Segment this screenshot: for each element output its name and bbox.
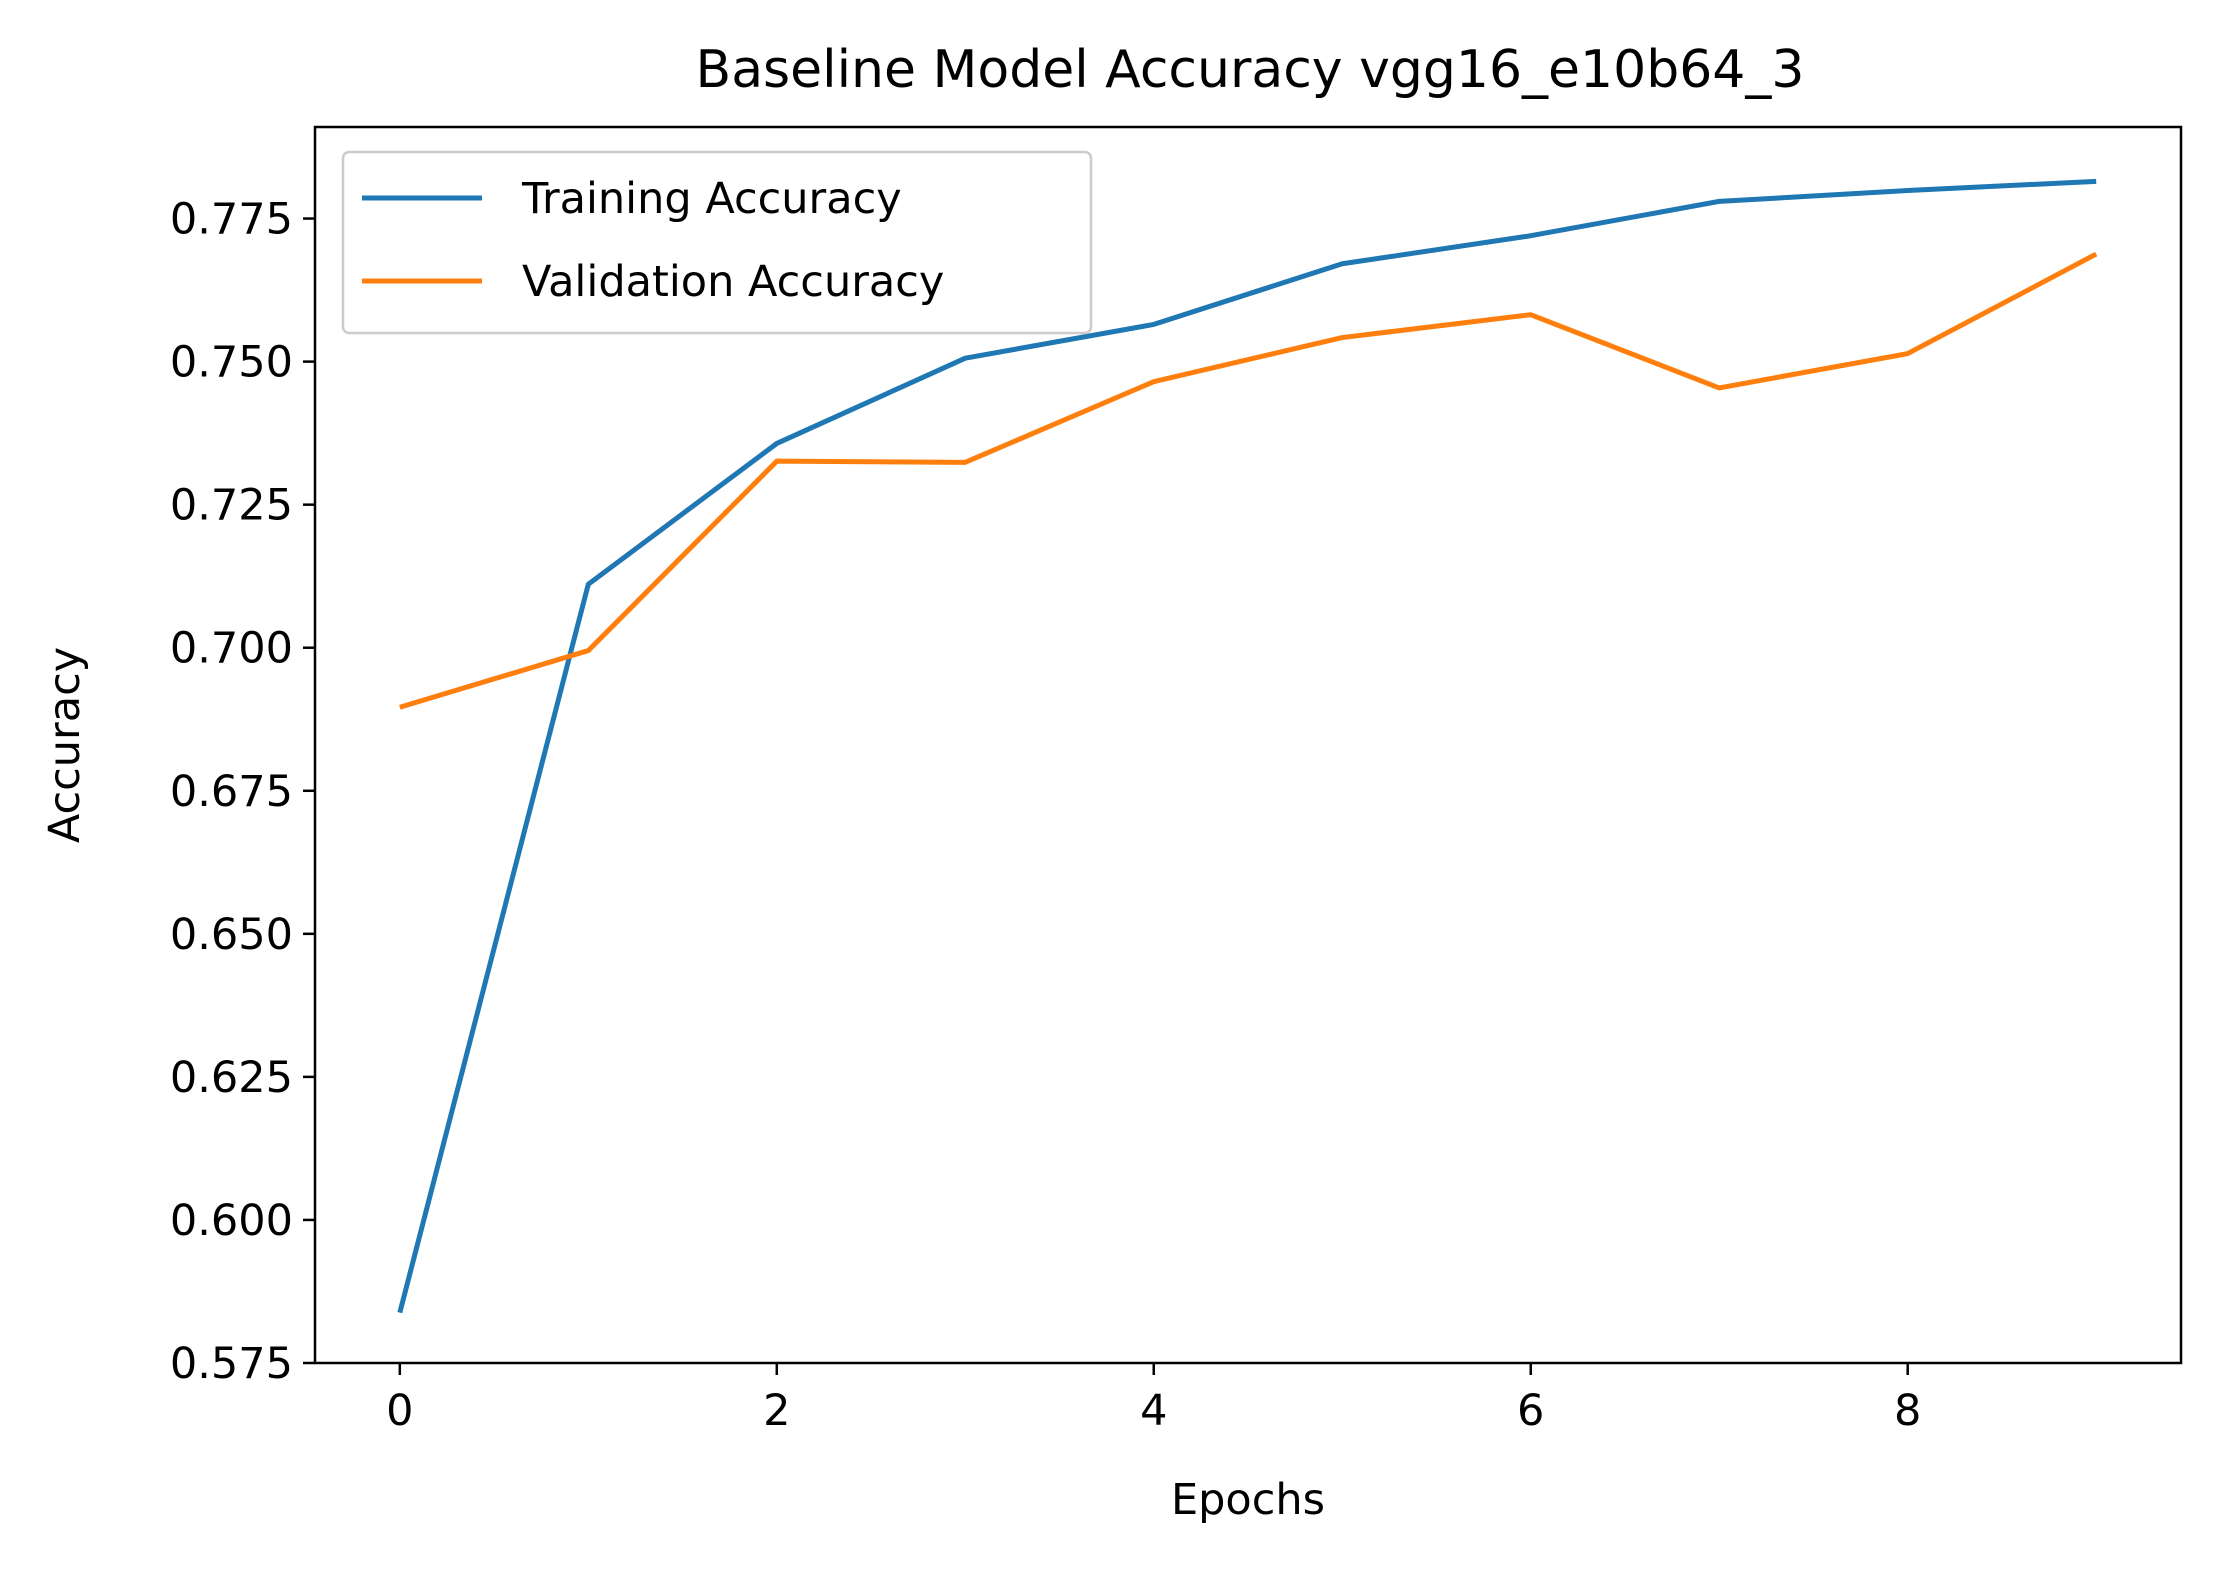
y-axis-label: Accuracy [40,647,90,843]
y-tick-label: 0.575 [170,1339,293,1389]
legend-box [341,150,1093,335]
y-tick-label: 0.625 [170,1053,293,1103]
y-tick-label: 0.725 [170,481,293,531]
x-axis-label: Epochs [1171,1475,1325,1525]
y-tick-label: 0.700 [170,624,293,674]
y-tick-label: 0.750 [170,338,293,388]
chart-title: Baseline Model Accuracy vgg16_e10b64_3 [696,40,1805,100]
legend-label-training: Training Accuracy [521,174,902,224]
x-tick-label: 6 [1517,1386,1544,1436]
y-tick-label: 0.775 [170,195,293,245]
x-axis-ticks: 0 2 4 6 8 [386,1363,1921,1436]
y-tick-label: 0.650 [170,910,293,960]
y-tick-label: 0.600 [170,1196,293,1246]
series-line-validation [399,251,2098,710]
legend: Training Accuracy Validation Accuracy [341,150,1093,335]
x-tick-label: 4 [1140,1386,1167,1436]
y-axis-ticks: 0.575 0.600 0.625 0.650 0.675 0.700 0.725 0.750… [170,195,315,1389]
x-tick-label: 2 [763,1386,790,1436]
x-tick-label: 8 [1894,1386,1921,1436]
plot-area-frame [313,125,2183,1365]
y-tick-label: 0.675 [170,767,293,817]
x-tick-label: 0 [386,1386,413,1436]
legend-label-validation: Validation Accuracy [522,257,944,307]
series-lines [397,178,2098,1314]
series-line-training [397,178,2097,1314]
